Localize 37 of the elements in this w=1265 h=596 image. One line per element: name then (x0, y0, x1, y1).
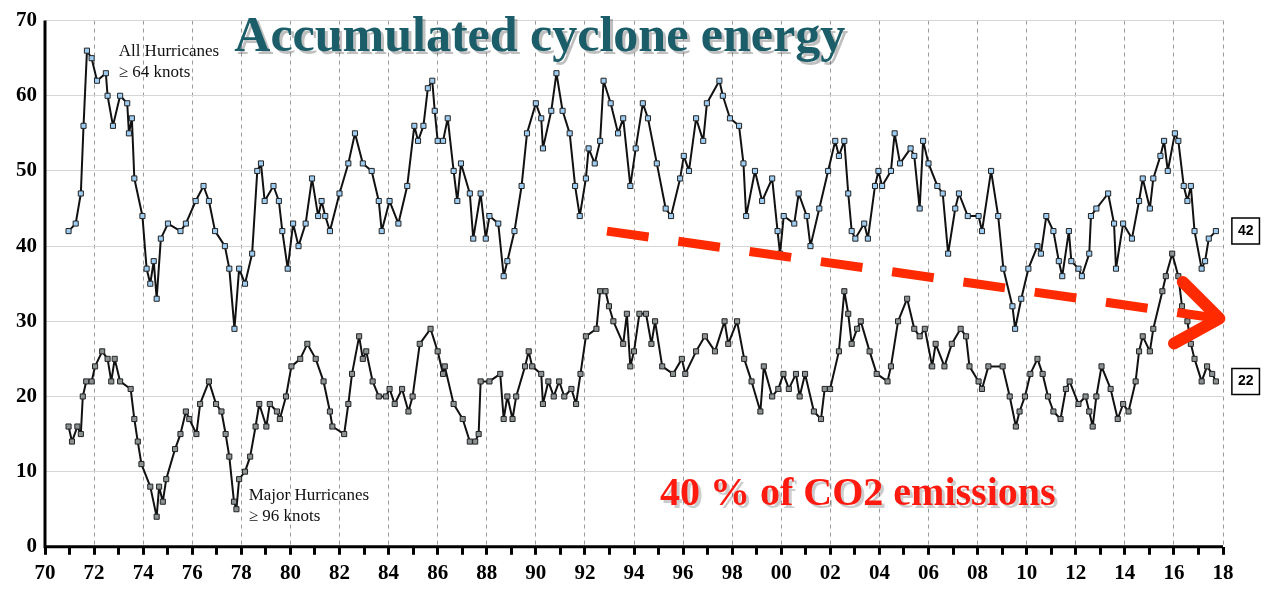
x-tick-label: 10 (1016, 559, 1038, 584)
x-tick-label: 80 (279, 559, 301, 584)
x-tick-label: 86 (427, 559, 449, 584)
x-tick-label: 00 (770, 559, 792, 584)
x-tick-label: 94 (623, 559, 645, 584)
x-tick-label: 06 (918, 559, 939, 584)
y-tick-label: 50 (16, 157, 37, 182)
x-tick-label: 84 (378, 559, 400, 584)
y-tick-label: 40 (16, 232, 37, 257)
x-tick-label: 92 (574, 559, 596, 584)
y-tick-label: 60 (16, 82, 37, 107)
x-tick-label: 78 (230, 559, 252, 584)
series-label: All Hurricanes ≥ 64 knots (118, 41, 220, 82)
y-tick-label: 10 (16, 458, 37, 483)
annotation: 22 (1237, 372, 1254, 389)
annotation: 42 (1237, 221, 1254, 238)
x-tick-label: 02 (819, 559, 841, 584)
x-tick-label: 96 (672, 559, 694, 584)
x-tick-label: 70 (34, 559, 56, 584)
x-tick-label: 90 (525, 559, 547, 584)
x-tick-label: 18 (1212, 559, 1234, 584)
x-tick-label: 76 (181, 559, 203, 584)
y-tick-label: 70 (16, 7, 37, 32)
x-tick-label: 82 (329, 559, 350, 584)
x-tick-label: 14 (1114, 559, 1136, 584)
x-tick-label: 72 (83, 559, 105, 584)
y-tick-label: 0 (26, 533, 37, 558)
x-tick-label: 08 (967, 559, 989, 584)
x-tick-label: 16 (1163, 559, 1185, 584)
x-tick-label: 98 (721, 559, 743, 584)
series-label: Major Hurricanes ≥ 96 knots (248, 484, 370, 525)
x-tick-label: 12 (1065, 559, 1087, 584)
x-tick-label: 74 (132, 559, 155, 584)
y-tick-label: 30 (16, 307, 37, 332)
x-tick-label: 88 (476, 559, 498, 584)
x-tick-label: 04 (868, 559, 891, 584)
y-tick-label: 20 (16, 382, 37, 407)
